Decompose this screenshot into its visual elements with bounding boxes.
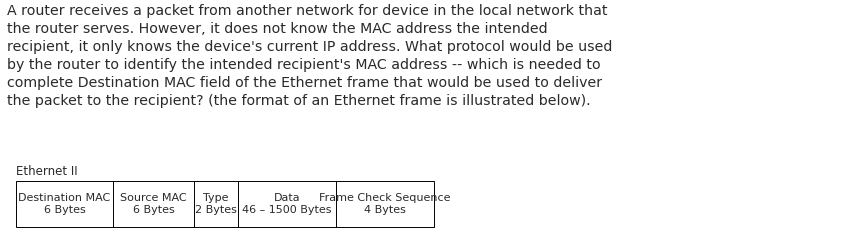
Text: 6 Bytes: 6 Bytes [44, 205, 85, 215]
Text: Data: Data [274, 193, 300, 202]
Text: 2 Bytes: 2 Bytes [195, 205, 236, 215]
Text: Ethernet II: Ethernet II [16, 165, 77, 178]
Text: 4 Bytes: 4 Bytes [364, 205, 406, 215]
Bar [16, 181, 434, 227]
Text: 46 – 1500 Bytes: 46 – 1500 Bytes [243, 205, 332, 215]
Text: Frame Check Sequence: Frame Check Sequence [319, 193, 450, 202]
Text: Source MAC: Source MAC [120, 193, 187, 202]
Text: A router receives a packet from another network for device in the local network : A router receives a packet from another … [7, 4, 612, 108]
Text: Type: Type [203, 193, 229, 202]
Text: 6 Bytes: 6 Bytes [133, 205, 174, 215]
Text: Destination MAC: Destination MAC [18, 193, 110, 202]
